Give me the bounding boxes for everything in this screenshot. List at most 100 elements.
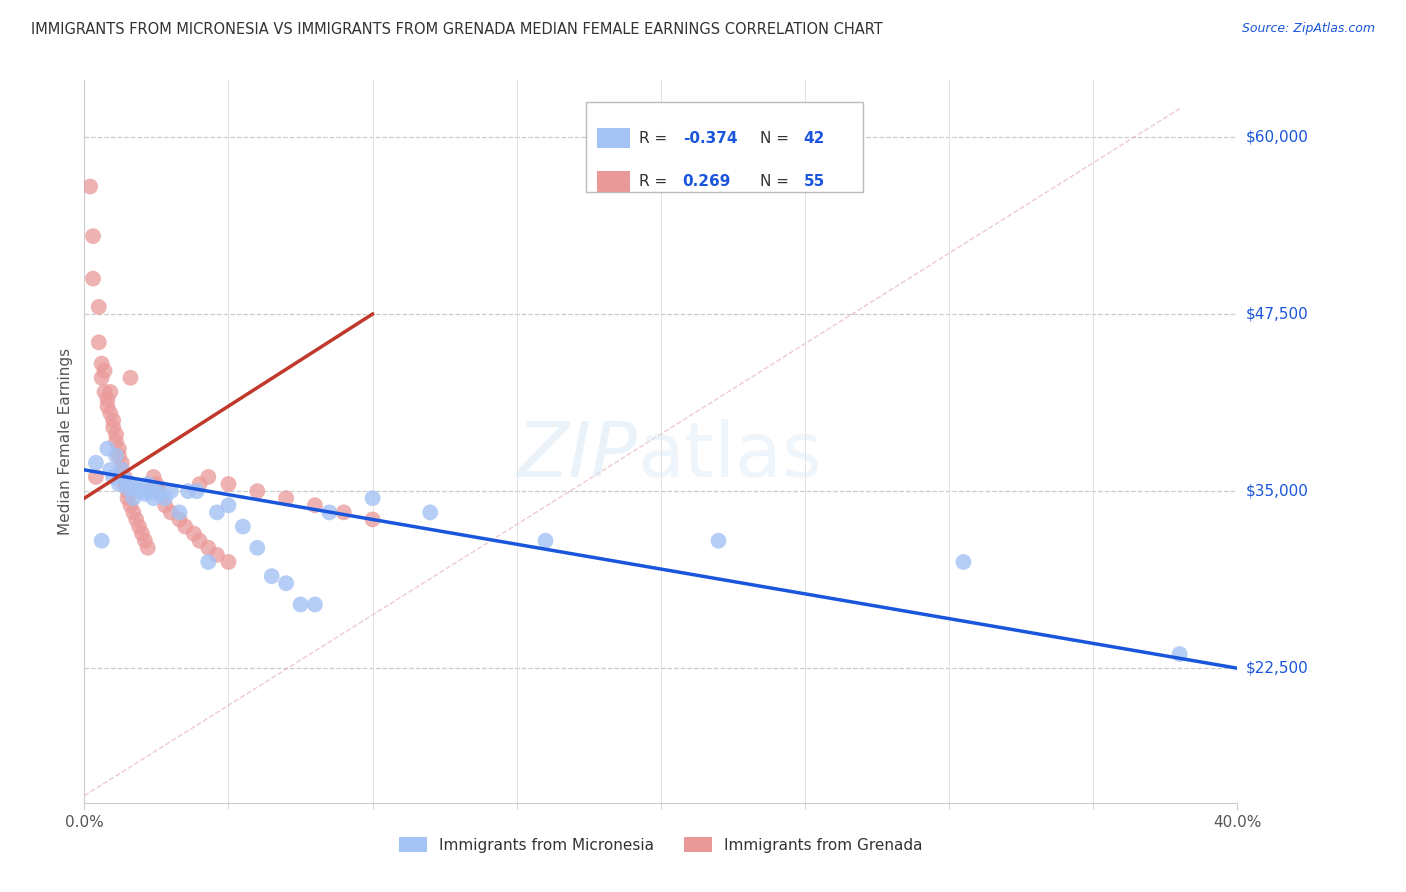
Point xyxy=(139,484,162,499)
Point xyxy=(148,484,170,499)
Text: 55: 55 xyxy=(804,174,825,189)
Point xyxy=(114,477,136,491)
Point xyxy=(120,477,142,491)
Point xyxy=(117,491,139,506)
Point xyxy=(131,484,153,499)
Point xyxy=(707,533,730,548)
Point xyxy=(142,470,165,484)
Point xyxy=(105,427,128,442)
Point xyxy=(128,519,150,533)
Point xyxy=(120,498,142,512)
Point xyxy=(304,498,326,512)
Point xyxy=(188,533,211,548)
Point xyxy=(361,512,384,526)
Point xyxy=(98,406,121,420)
Point xyxy=(304,598,326,612)
Point xyxy=(232,519,254,533)
Point xyxy=(125,481,148,495)
Y-axis label: Median Female Earnings: Median Female Earnings xyxy=(58,348,73,535)
Point xyxy=(82,271,104,285)
Point xyxy=(153,498,176,512)
Text: $47,500: $47,500 xyxy=(1246,307,1309,321)
Point xyxy=(103,470,124,484)
Point xyxy=(183,526,205,541)
Text: R =: R = xyxy=(638,130,672,145)
Point xyxy=(952,555,974,569)
Point xyxy=(260,569,283,583)
Text: IMMIGRANTS FROM MICRONESIA VS IMMIGRANTS FROM GRENADA MEDIAN FEMALE EARNINGS COR: IMMIGRANTS FROM MICRONESIA VS IMMIGRANTS… xyxy=(31,22,883,37)
Point xyxy=(111,463,134,477)
Text: ZIP: ZIP xyxy=(517,419,638,493)
Point xyxy=(134,533,156,548)
Point xyxy=(246,484,269,499)
Point xyxy=(103,420,124,434)
Point xyxy=(105,434,128,449)
Text: N =: N = xyxy=(761,174,794,189)
Point xyxy=(120,371,142,385)
Point xyxy=(90,371,112,385)
Text: 42: 42 xyxy=(804,130,825,145)
Point xyxy=(131,526,153,541)
Point xyxy=(318,505,340,519)
Point xyxy=(139,484,162,499)
Point xyxy=(98,384,121,399)
Point xyxy=(108,477,131,491)
Point xyxy=(197,541,219,555)
Text: N =: N = xyxy=(761,130,794,145)
Point xyxy=(90,533,112,548)
FancyBboxPatch shape xyxy=(586,102,863,193)
Point xyxy=(205,548,228,562)
Point xyxy=(160,484,183,499)
Point xyxy=(534,533,557,548)
Point xyxy=(197,470,219,484)
Point xyxy=(177,484,200,499)
Text: Source: ZipAtlas.com: Source: ZipAtlas.com xyxy=(1241,22,1375,36)
Text: -0.374: -0.374 xyxy=(683,130,737,145)
Text: 0.269: 0.269 xyxy=(683,174,731,189)
Point xyxy=(117,481,139,495)
Point xyxy=(87,300,110,314)
FancyBboxPatch shape xyxy=(598,171,630,192)
Point xyxy=(186,484,208,499)
FancyBboxPatch shape xyxy=(598,128,630,148)
Point xyxy=(96,392,118,406)
Point xyxy=(333,505,356,519)
Point xyxy=(90,357,112,371)
Point xyxy=(169,512,191,526)
Point xyxy=(145,484,167,499)
Point xyxy=(98,463,121,477)
Point xyxy=(218,477,240,491)
Point xyxy=(108,442,131,456)
Point xyxy=(103,413,124,427)
Point xyxy=(84,470,107,484)
Point xyxy=(128,484,150,499)
Point xyxy=(84,456,107,470)
Point xyxy=(114,473,136,487)
Legend: Immigrants from Micronesia, Immigrants from Grenada: Immigrants from Micronesia, Immigrants f… xyxy=(391,829,931,860)
Point xyxy=(105,449,128,463)
Point xyxy=(122,491,145,506)
Point xyxy=(218,555,240,569)
Point xyxy=(134,487,156,501)
Point xyxy=(114,470,136,484)
Point xyxy=(125,512,148,526)
Text: R =: R = xyxy=(638,174,676,189)
Point xyxy=(111,463,134,477)
Point xyxy=(148,487,170,501)
Point xyxy=(111,456,134,470)
Point xyxy=(153,491,176,506)
Text: atlas: atlas xyxy=(638,419,823,493)
Point xyxy=(246,541,269,555)
Point xyxy=(419,505,441,519)
Point xyxy=(142,491,165,506)
Point xyxy=(290,598,312,612)
Point xyxy=(276,491,298,506)
Point xyxy=(96,399,118,413)
Point xyxy=(218,498,240,512)
Point xyxy=(122,505,145,519)
Point xyxy=(108,449,131,463)
Point xyxy=(276,576,298,591)
Point xyxy=(117,484,139,499)
Point xyxy=(93,364,115,378)
Point xyxy=(197,555,219,569)
